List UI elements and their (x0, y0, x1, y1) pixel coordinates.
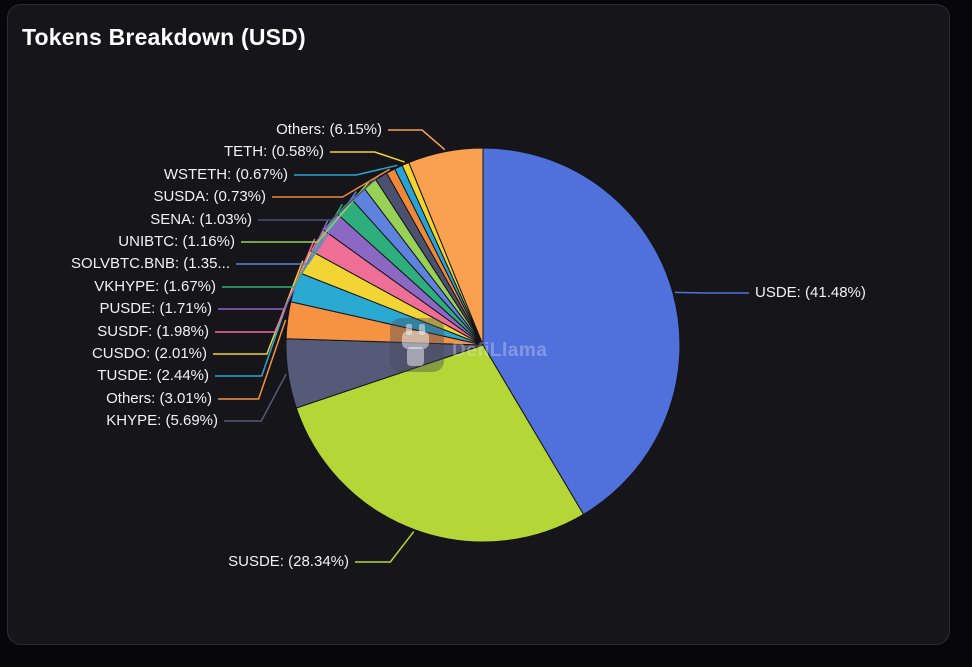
slice-label-usde: USDE: (41.48%) (755, 284, 866, 301)
watermark-text: DefiLlama (452, 340, 547, 361)
slice-label-tusde: TUSDE: (2.44%) (97, 367, 209, 384)
label-line-pusde (218, 219, 329, 310)
label-line-usde (674, 291, 749, 294)
slice-label-solvbtc.bnb: SOLVBTC.BNB: (1.35... (71, 255, 230, 272)
label-line-teth (330, 151, 405, 163)
slice-label-pusde: PUSDE: (1.71%) (99, 300, 212, 317)
slice-label-teth: TETH: (0.58%) (224, 143, 324, 160)
slice-label-cusdo: CUSDO: (2.01%) (92, 345, 207, 362)
slice-label-unibtc: UNIBTC: (1.16%) (118, 233, 235, 250)
label-line-sena (258, 174, 381, 221)
pie-slice-usde[interactable] (482, 147, 681, 516)
label-line-susdf (215, 238, 316, 333)
slice-label-susda: SUSDA: (0.73%) (153, 188, 266, 205)
slice-label-vkhype: VKHYPE: (1.67%) (94, 278, 216, 295)
label-line-susda (272, 168, 391, 198)
pie-slice-others[interactable] (408, 147, 484, 346)
label-line-others (388, 129, 446, 151)
chart-title: Tokens Breakdown (USD) (22, 24, 306, 50)
slice-label-others: Others: (3.01%) (106, 390, 212, 407)
watermark: DefiLlama (390, 318, 547, 372)
label-line-others (218, 319, 287, 400)
slice-label-susdf: SUSDF: (1.98%) (97, 323, 209, 340)
label-line-tusde (215, 286, 294, 377)
pie-slice-susde[interactable] (295, 344, 585, 543)
label-line-wsteth (294, 164, 398, 176)
slice-label-khype: KHYPE: (5.69%) (106, 412, 218, 429)
slice-label-susde: SUSDE: (28.34%) (228, 553, 349, 570)
slice-label-wsteth: WSTETH: (0.67%) (164, 166, 288, 183)
slice-label-others: Others: (6.15%) (276, 121, 382, 138)
label-line-susde (355, 531, 415, 563)
label-line-cusdo (213, 260, 304, 355)
label-line-khype (224, 373, 287, 422)
slice-label-sena: SENA: (1.03%) (150, 211, 252, 228)
